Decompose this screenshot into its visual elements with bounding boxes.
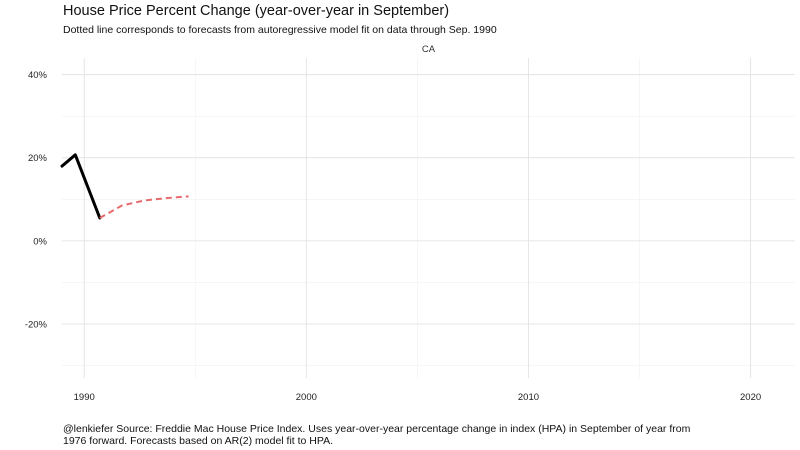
- y-tick-label: 20%: [28, 153, 48, 164]
- x-axis-ticks: 1990 2000 2010 2020: [74, 392, 762, 403]
- y-tick-label: -20%: [25, 319, 48, 330]
- y-tick-label: 0%: [33, 236, 47, 247]
- x-tick-label: 2010: [518, 392, 539, 403]
- grid-lines: [62, 58, 795, 378]
- actual-hpa-line: [60, 153, 102, 220]
- y-axis-ticks: -20% 0% 20% 40%: [25, 70, 48, 330]
- chart-subtitle: Dotted line corresponds to forecasts fro…: [63, 24, 497, 36]
- x-tick-label: 2020: [740, 392, 761, 403]
- y-tick-label: 40%: [28, 70, 48, 81]
- chart-title: House Price Percent Change (year-over-ye…: [63, 3, 450, 19]
- forecast-hpa-line: [99, 195, 189, 219]
- facet-strip-label: CA: [422, 44, 436, 55]
- x-tick-label: 2000: [296, 392, 317, 403]
- series-lines: [60, 153, 189, 220]
- chart-caption: @lenkiefer Source: Freddie Mac House Pri…: [63, 423, 691, 447]
- x-tick-label: 1990: [74, 392, 95, 403]
